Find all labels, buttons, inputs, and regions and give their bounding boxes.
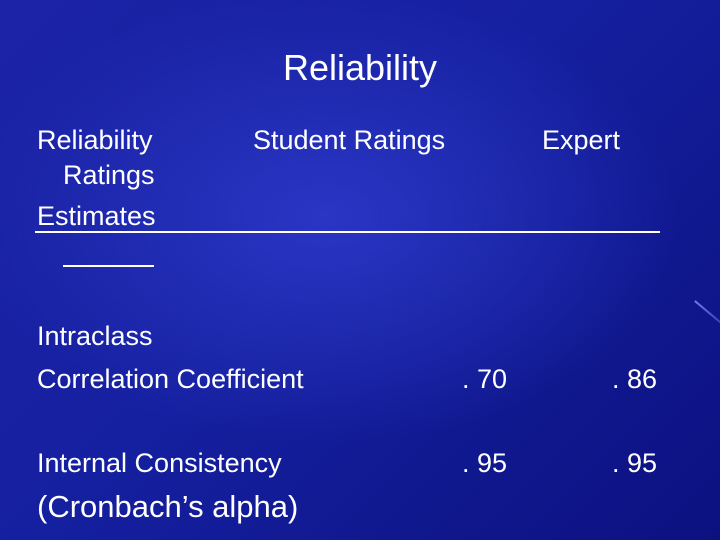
header-reliability-estimates-line3: Estimates — [37, 201, 156, 231]
header-underline — [35, 231, 660, 233]
row-icc-expert-value: . 86 — [612, 364, 658, 394]
row-icc-label-line2: Correlation Coefficient — [37, 364, 304, 394]
decorative-light-streak — [694, 300, 720, 340]
slide-title: Reliability — [282, 47, 438, 88]
row-icc-student-value: . 70 — [462, 364, 508, 394]
row-internal-consistency-student-value: . 95 — [462, 448, 508, 478]
row-internal-consistency-expert-value: . 95 — [612, 448, 658, 478]
header-reliability-estimates-line2: Ratings — [63, 160, 155, 190]
row-cronbach-alpha-label: (Cronbach’s alpha) — [37, 489, 299, 524]
header-student-ratings: Student Ratings — [253, 125, 446, 155]
header-reliability-estimates-line1: Reliability — [37, 125, 153, 155]
header-expert: Expert — [542, 125, 621, 155]
row-icc-label-line1: Intraclass — [37, 321, 153, 351]
header-underline-short — [63, 265, 154, 267]
row-internal-consistency-label: Internal Consistency — [37, 448, 282, 478]
